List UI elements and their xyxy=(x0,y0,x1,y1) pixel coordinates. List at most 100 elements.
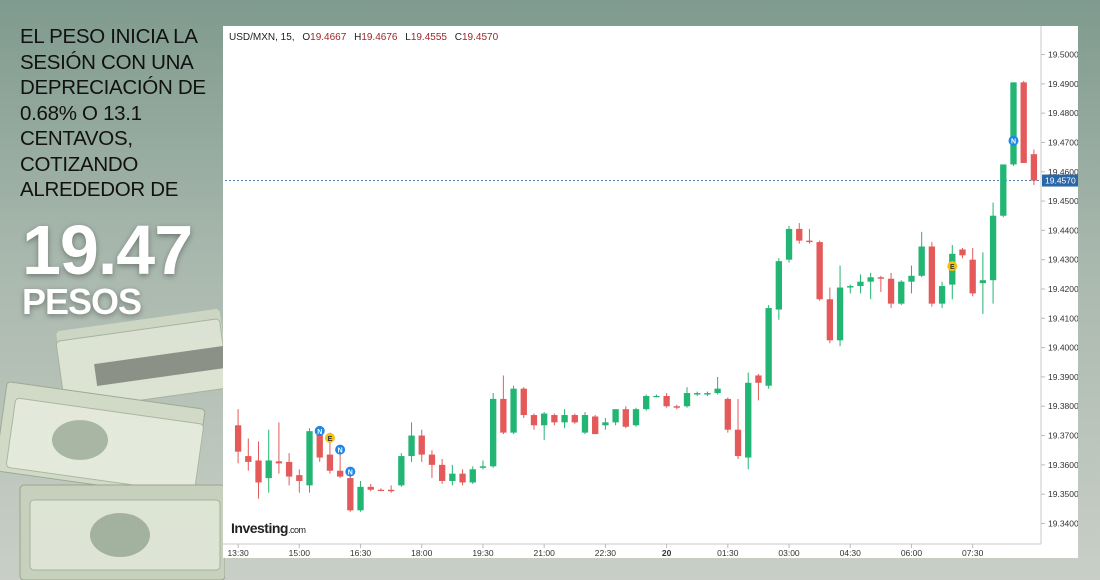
candle-body xyxy=(592,416,599,435)
y-tick-label: 19.4900 xyxy=(1048,79,1078,89)
x-tick-label: 07:30 xyxy=(962,548,984,558)
event-marker xyxy=(947,261,958,272)
candle-body xyxy=(734,429,742,457)
y-tick-label: 19.4100 xyxy=(1048,313,1078,323)
candle-body xyxy=(285,461,293,477)
chart-symbol-label[interactable]: USD/MXN, 15, xyxy=(229,32,295,43)
candle-body xyxy=(959,249,966,256)
chart-panel: USD/MXN, 15, O19.4667 H19.4676 L19.4555 … xyxy=(223,26,1078,558)
candlestick-chart[interactable]: 19.3400 19.3500 19.3600 19.3700 19.3800 19.39… xyxy=(223,26,1078,558)
candle-body xyxy=(500,398,507,433)
candle-body xyxy=(326,454,334,471)
y-tick-label: 19.5000 xyxy=(1048,50,1078,60)
candle-body xyxy=(877,277,885,279)
event-marker xyxy=(324,432,335,443)
y-tick-label: 19.4700 xyxy=(1048,137,1078,147)
event-marker xyxy=(1008,135,1019,146)
event-marker-label: E xyxy=(950,264,955,271)
money-stack-illustration xyxy=(0,300,225,580)
candle-body xyxy=(765,308,772,386)
candle-body xyxy=(520,388,527,416)
candle-body xyxy=(459,473,466,483)
candle-body xyxy=(714,388,721,394)
headline-text: El peso inicia la sesión con una depreci… xyxy=(20,25,206,201)
x-tick-label: 15:00 xyxy=(289,548,311,558)
candle-body xyxy=(438,464,446,481)
candle-body xyxy=(377,489,385,491)
candle-body xyxy=(775,261,782,310)
y-tick-label: 19.4800 xyxy=(1048,108,1078,118)
y-tick-label: 19.4400 xyxy=(1048,225,1078,235)
candle-body xyxy=(745,382,752,458)
candle-body xyxy=(347,478,354,511)
candle-body xyxy=(928,246,936,304)
close-value: C19.4570 xyxy=(455,32,498,43)
candle-body xyxy=(265,460,272,479)
candle-body xyxy=(898,281,905,304)
high-value: H19.4676 xyxy=(354,32,397,43)
candle-body xyxy=(1020,82,1027,163)
y-tick-label: 19.4500 xyxy=(1048,196,1078,206)
x-tick-label: 03:00 xyxy=(778,548,800,558)
candle-body xyxy=(867,277,874,282)
open-value-text: 19.4667 xyxy=(310,32,347,43)
candle-body xyxy=(969,259,976,294)
current-price-tag xyxy=(1042,174,1078,187)
candle-body xyxy=(602,422,609,426)
candle-body xyxy=(367,486,374,490)
y-tick-label: 19.4300 xyxy=(1048,255,1078,265)
candle-body xyxy=(704,393,711,395)
x-tick-label: 19:30 xyxy=(472,548,494,558)
candle-body xyxy=(1000,164,1007,216)
candle-body xyxy=(510,388,517,433)
open-label: O xyxy=(302,32,311,43)
candle-body xyxy=(989,215,997,281)
y-tick-label: 19.3700 xyxy=(1048,431,1078,441)
y-tick-label: 19.3400 xyxy=(1048,518,1078,528)
candle-body xyxy=(785,228,793,260)
x-tick-label: 21:00 xyxy=(534,548,556,558)
candle-body xyxy=(836,287,844,341)
candle-body xyxy=(663,395,670,407)
candle-body xyxy=(275,461,283,464)
candle-body xyxy=(245,456,252,462)
logo-suffix: .com xyxy=(287,525,306,535)
open-value: O19.4667 xyxy=(302,32,346,43)
y-tick-label: 19.4200 xyxy=(1048,284,1078,294)
low-value-text: 19.4555 xyxy=(410,32,447,43)
candle-body xyxy=(530,415,538,426)
candle-body xyxy=(469,469,476,483)
x-tick-label: 22:30 xyxy=(595,548,617,558)
candle-body xyxy=(857,281,864,287)
candle-body xyxy=(979,280,987,284)
candle-body xyxy=(1030,154,1038,181)
candle-body xyxy=(418,435,425,455)
high-value-text: 19.4676 xyxy=(361,32,398,43)
x-tick-label: 18:00 xyxy=(411,548,433,558)
candle-body xyxy=(847,286,854,288)
candle-body xyxy=(357,486,364,511)
candle-body xyxy=(398,456,405,486)
low-value: L19.4555 xyxy=(405,32,447,43)
candle-body xyxy=(938,286,946,304)
candle-body xyxy=(306,431,313,486)
x-tick-label: 20 xyxy=(662,548,672,558)
candle-body xyxy=(918,246,925,276)
candle-body xyxy=(255,460,262,483)
candle-body xyxy=(643,395,650,410)
high-label: H xyxy=(354,32,362,43)
candle-body xyxy=(724,398,731,430)
candle-body xyxy=(632,409,640,426)
candle-body xyxy=(612,409,619,423)
candle-body xyxy=(908,275,915,282)
candle-body xyxy=(449,473,456,481)
candle-body xyxy=(428,454,436,465)
investing-logo: Investing.com xyxy=(231,520,306,536)
candle-body xyxy=(826,299,834,341)
candle-body xyxy=(336,470,344,477)
event-marker-label: N xyxy=(348,470,353,477)
candle-body xyxy=(653,395,660,398)
candle-body xyxy=(234,425,242,452)
event-marker-label: N xyxy=(317,429,322,436)
candle-body xyxy=(1010,82,1017,165)
